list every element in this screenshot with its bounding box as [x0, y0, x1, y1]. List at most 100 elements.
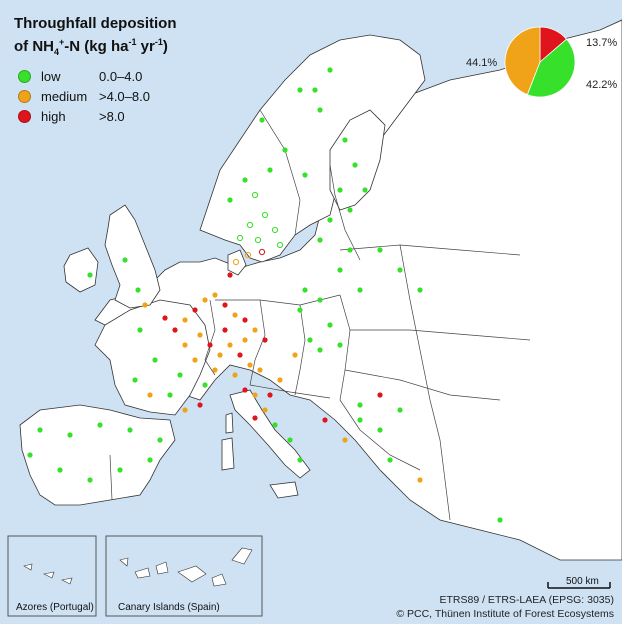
- plot-marker: [337, 267, 343, 273]
- plot-marker: [417, 287, 423, 293]
- plot-marker: [307, 337, 313, 343]
- plot-marker: [87, 272, 93, 278]
- plot-marker: [317, 297, 323, 303]
- border-line: [339, 399, 421, 471]
- plot-marker: [254, 236, 262, 244]
- pie-label-medium: 44.1%: [466, 57, 498, 69]
- canary-islands: [119, 547, 253, 587]
- scandinavia: [199, 34, 426, 263]
- sardinia: [221, 437, 235, 471]
- great-britain: [104, 204, 161, 309]
- plot-marker: [377, 427, 383, 433]
- pie-label-low: 42.2%: [586, 79, 618, 91]
- plot-marker: [212, 367, 218, 373]
- plot-marker: [172, 327, 178, 333]
- border-line: [344, 369, 501, 401]
- plot-markers: [27, 67, 503, 523]
- ireland: [63, 247, 99, 293]
- plot-marker: [417, 477, 423, 483]
- legend-range: 0.0–4.0: [99, 68, 143, 84]
- plot-marker: [251, 191, 259, 199]
- title-subscript: 4: [54, 47, 60, 57]
- plot-marker: [147, 457, 153, 463]
- title-unit: -N (kg ha: [64, 38, 129, 55]
- pie-slice-medium: [504, 26, 541, 96]
- france: [94, 299, 211, 416]
- finland: [329, 109, 386, 211]
- plot-marker: [317, 347, 323, 353]
- plot-marker: [337, 187, 343, 193]
- plot-marker: [342, 437, 348, 443]
- island: [119, 557, 129, 567]
- plot-marker: [236, 234, 244, 242]
- plot-marker: [387, 457, 393, 463]
- border-line: [339, 244, 521, 256]
- title-unit: yr: [136, 38, 155, 55]
- plot-marker: [302, 287, 308, 293]
- border-line: [294, 304, 306, 396]
- plot-marker: [167, 392, 173, 398]
- island: [23, 563, 33, 571]
- class-share-pie: [504, 26, 576, 98]
- border-line: [429, 399, 451, 521]
- title-line-2: of NH4+-N (kg ha-1 yr-1): [14, 33, 176, 62]
- plot-marker: [162, 315, 168, 321]
- pie-label-high: 13.7%: [586, 37, 618, 49]
- plot-marker: [152, 357, 158, 363]
- medium-dot-icon: [18, 89, 31, 103]
- plot-marker: [267, 167, 273, 173]
- plot-marker: [271, 226, 279, 234]
- scale-bar: [547, 582, 611, 589]
- plot-marker: [276, 241, 284, 249]
- unit-superscript: -1: [154, 37, 163, 47]
- plot-marker: [317, 107, 323, 113]
- plot-marker: [259, 117, 265, 123]
- plot-marker: [237, 352, 243, 358]
- plot-marker: [297, 87, 303, 93]
- island: [134, 567, 151, 579]
- plot-marker: [258, 248, 266, 256]
- plot-marker: [147, 392, 153, 398]
- plot-marker: [212, 292, 218, 298]
- italy: [229, 389, 311, 479]
- plot-marker: [177, 372, 183, 378]
- plot-marker: [222, 327, 228, 333]
- legend-item-low: low 0.0–4.0: [18, 66, 169, 86]
- plot-marker: [202, 297, 208, 303]
- plot-marker: [337, 342, 343, 348]
- title-line-1: Throughfall deposition: [14, 15, 177, 32]
- plot-marker: [232, 312, 238, 318]
- legend-label: low: [41, 68, 61, 84]
- high-dot-icon: [18, 109, 31, 123]
- plot-marker: [312, 87, 318, 93]
- plot-marker: [297, 307, 303, 313]
- legend-label: high: [41, 108, 66, 124]
- plot-marker: [182, 317, 188, 323]
- canary-label: Canary Islands (Spain): [118, 602, 220, 613]
- plot-marker: [242, 387, 248, 393]
- plot-marker: [67, 432, 73, 438]
- border-line: [350, 329, 531, 341]
- border-line: [109, 454, 113, 501]
- plot-marker: [246, 221, 254, 229]
- plot-marker: [347, 207, 353, 213]
- plot-marker: [262, 407, 268, 413]
- plot-marker: [192, 357, 198, 363]
- legend-item-high: high >8.0: [18, 106, 169, 126]
- plot-marker: [327, 67, 333, 73]
- plot-marker: [242, 317, 248, 323]
- plot-marker: [37, 427, 43, 433]
- pie-slice-low: [526, 38, 576, 98]
- plot-marker: [142, 302, 148, 308]
- plot-marker: [352, 162, 358, 168]
- plot-marker: [207, 342, 213, 348]
- island: [231, 547, 253, 565]
- plot-marker: [261, 211, 269, 219]
- plot-marker: [362, 187, 368, 193]
- plot-marker: [122, 257, 128, 263]
- plot-marker: [252, 327, 258, 333]
- plot-marker: [244, 251, 252, 259]
- border-line: [329, 164, 361, 261]
- border-line: [399, 244, 431, 401]
- plot-marker: [302, 172, 308, 178]
